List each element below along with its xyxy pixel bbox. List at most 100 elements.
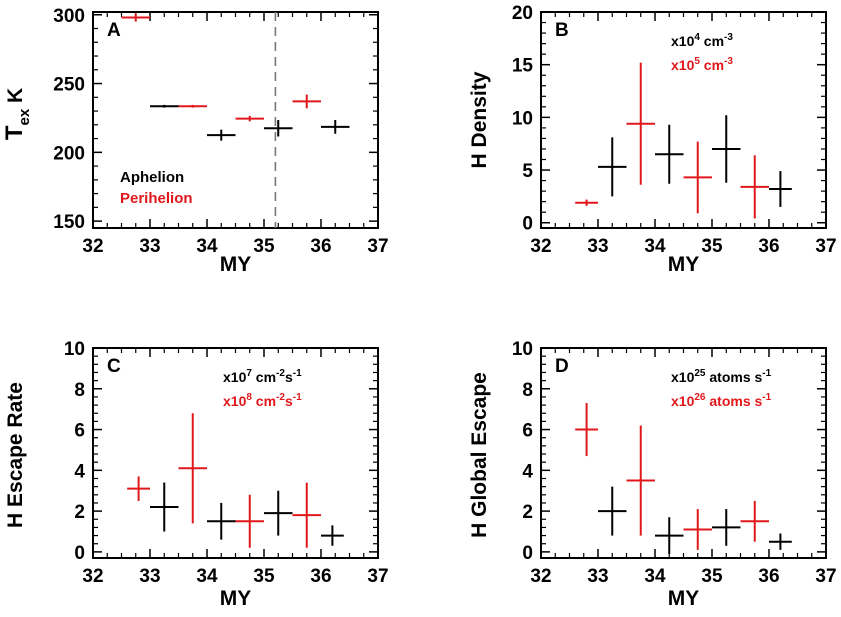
panel-b: 32 33 34 35 36 37 0 5 10 15 20 MY H Density B x104 cm-…	[468, 3, 837, 276]
y-tick-label: 10	[512, 108, 533, 129]
x-tick-label: 33	[587, 566, 608, 587]
y-tick-label: 20	[512, 3, 533, 24]
unit-note: x1025 atoms s-1	[671, 368, 772, 385]
series-perihelion	[127, 413, 321, 548]
y-axis-label: Tex K	[1, 88, 33, 140]
y-tick-label: 6	[74, 421, 85, 442]
panel-a: 32 33 34 35 36 37 150 200 250 300 MY Tex K A Aphelion…	[1, 6, 389, 276]
y-tick-label: 2	[74, 502, 85, 523]
panel-d: 32 33 34 35 36 37 0 2 4 6 8 10 MY H Global Escape D x10…	[468, 339, 837, 610]
x-tick-label: 35	[701, 236, 723, 257]
data-point	[235, 115, 264, 122]
data-point	[207, 502, 236, 540]
x-tick-label: 34	[196, 566, 218, 587]
y-tick-label: 0	[522, 214, 533, 235]
data-point	[121, 13, 150, 22]
x-axis-label: MY	[220, 587, 252, 610]
x-tick-label: 33	[587, 236, 608, 257]
panel-letter: C	[107, 356, 121, 377]
series-aphelion	[150, 482, 344, 546]
y-tick-label: 0	[522, 543, 533, 564]
data-point	[150, 104, 179, 108]
y-tick-label: 6	[522, 421, 533, 442]
y-tick-label: 10	[64, 339, 85, 360]
unit-note: x105 cm-3	[671, 56, 733, 73]
panel-letter: A	[107, 20, 121, 41]
data-point	[235, 494, 264, 548]
data-point	[712, 509, 741, 546]
data-point	[264, 120, 293, 137]
x-tick-label: 32	[530, 236, 551, 257]
data-point	[321, 120, 350, 134]
series-perihelion	[575, 62, 769, 219]
data-point	[575, 199, 598, 206]
y-tick-label: 10	[512, 339, 533, 360]
x-tick-label: 35	[701, 566, 723, 587]
x-axis-label: MY	[220, 253, 252, 276]
panel-c: 32 33 34 35 36 37 0 2 4 6 8 10 MY H Escape Rate C x107 …	[4, 339, 389, 610]
unit-note: x104 cm-3	[671, 32, 733, 49]
data-point	[740, 155, 769, 219]
unit-note: x108 cm-2s-1	[223, 392, 302, 409]
x-tick-label: 37	[367, 566, 388, 587]
x-tick-label: 33	[139, 236, 160, 257]
data-point	[178, 413, 207, 524]
y-axis-label: H Escape Rate	[4, 382, 27, 528]
x-tick-label: 35	[253, 236, 275, 257]
x-tick-label: 32	[530, 566, 551, 587]
data-point	[264, 490, 293, 536]
panel-letter: D	[555, 356, 569, 377]
x-tick-label: 32	[82, 566, 103, 587]
y-tick-label: 8	[522, 380, 533, 401]
data-point	[598, 137, 627, 197]
y-tick-label: 4	[522, 461, 533, 482]
x-tick-label: 37	[815, 236, 836, 257]
data-point	[127, 476, 150, 501]
x-axis-label: MY	[668, 587, 700, 610]
data-point	[655, 517, 684, 554]
data-point	[207, 129, 236, 141]
x-tick-label: 37	[367, 236, 388, 257]
series-perihelion	[121, 13, 321, 122]
x-tick-label: 34	[644, 566, 666, 587]
x-tick-label: 34	[644, 236, 666, 257]
series-aphelion	[598, 115, 792, 207]
data-point	[769, 533, 792, 550]
x-tick-label: 32	[82, 236, 103, 257]
data-point	[683, 141, 712, 214]
y-axis-label: H Density	[468, 71, 491, 168]
y-axis-label: H Global Escape	[468, 372, 491, 538]
series-aphelion	[598, 486, 792, 554]
y-tick-label: 250	[53, 75, 85, 96]
y-tick-label: 300	[53, 6, 85, 27]
data-point	[655, 124, 684, 184]
data-point	[292, 482, 321, 548]
x-tick-label: 36	[310, 566, 331, 587]
data-point	[626, 425, 655, 536]
series-perihelion	[575, 403, 769, 550]
x-tick-label: 34	[196, 236, 218, 257]
data-point	[683, 509, 712, 550]
y-tick-label: 5	[522, 161, 533, 182]
legend-entry: Perihelion	[120, 190, 193, 207]
legend-entry: Aphelion	[120, 169, 184, 186]
x-tick-label: 37	[815, 566, 836, 587]
data-point	[712, 115, 741, 183]
x-axis-label: MY	[668, 253, 700, 276]
y-tick-label: 0	[74, 543, 85, 564]
data-point	[178, 104, 207, 108]
y-tick-label: 200	[53, 143, 85, 164]
y-tick-label: 150	[53, 212, 85, 233]
unit-note: x107 cm-2s-1	[223, 368, 302, 385]
data-point	[626, 62, 655, 185]
data-point	[598, 486, 627, 536]
y-tick-label: 2	[522, 502, 533, 523]
data-point	[321, 525, 344, 546]
data-point	[575, 403, 598, 457]
data-point	[292, 94, 321, 109]
x-tick-label: 33	[139, 566, 160, 587]
x-tick-label: 36	[310, 236, 331, 257]
data-point	[769, 171, 792, 207]
unit-note: x1026 atoms s-1	[671, 392, 772, 409]
panel-letter: B	[555, 20, 569, 41]
